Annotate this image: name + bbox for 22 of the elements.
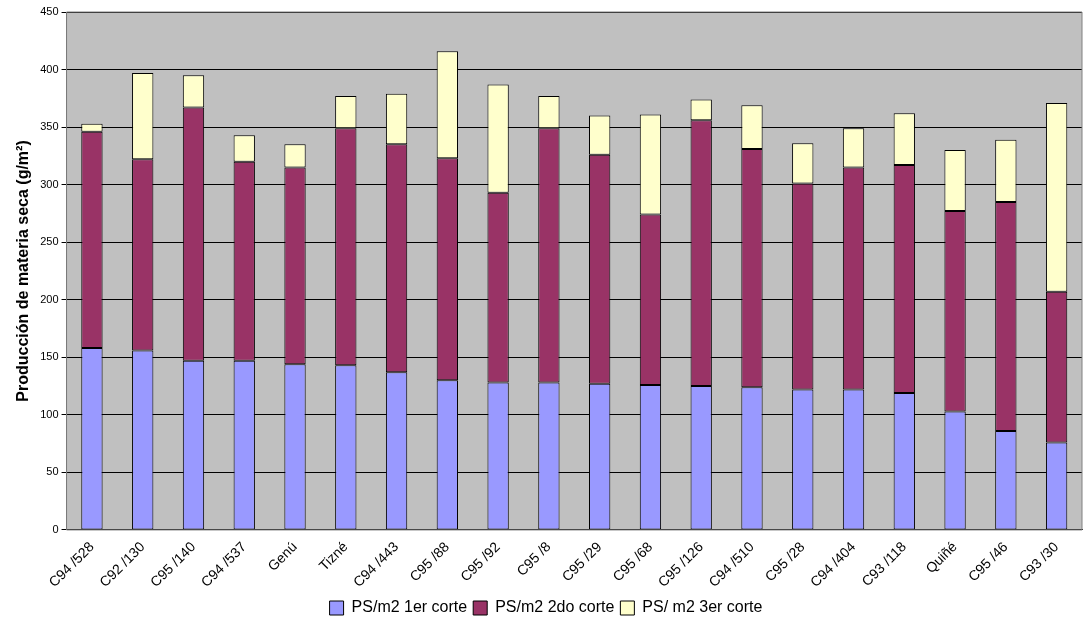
x-tick-label: C95 /46 (964, 538, 1011, 585)
y-tick-label: 200 (40, 292, 59, 305)
legend-label: PS/ m2 3er corte (642, 598, 763, 616)
x-tick-label: C95 /28 (761, 538, 808, 585)
x-tick-label: C95 /8 (513, 538, 554, 579)
y-tick-label: 50 (46, 465, 59, 478)
y-axis-title: Producción de materia seca (g/m²) (14, 140, 32, 402)
y-tick-label: 300 (40, 177, 59, 190)
x-tick-label: C95 /92 (456, 538, 504, 585)
x-tick-label: C95 /29 (558, 538, 605, 585)
y-tick-label: 250 (40, 235, 59, 248)
legend-label: PS/m2 1er corte (351, 598, 468, 616)
legend-label: PS/m2 2do corte (495, 598, 615, 616)
y-tick-label: 150 (40, 350, 59, 363)
x-tick-label: C93 /30 (1015, 538, 1062, 585)
y-tick-label: 450 (40, 5, 59, 18)
x-tick-label: C95 /88 (406, 538, 453, 585)
y-tick-label: 400 (40, 62, 59, 75)
x-tick-label: C95 /68 (609, 538, 656, 585)
y-tick-label: 0 (52, 522, 59, 535)
y-tick-label: 350 (40, 120, 59, 133)
y-tick-label: 100 (40, 407, 59, 420)
